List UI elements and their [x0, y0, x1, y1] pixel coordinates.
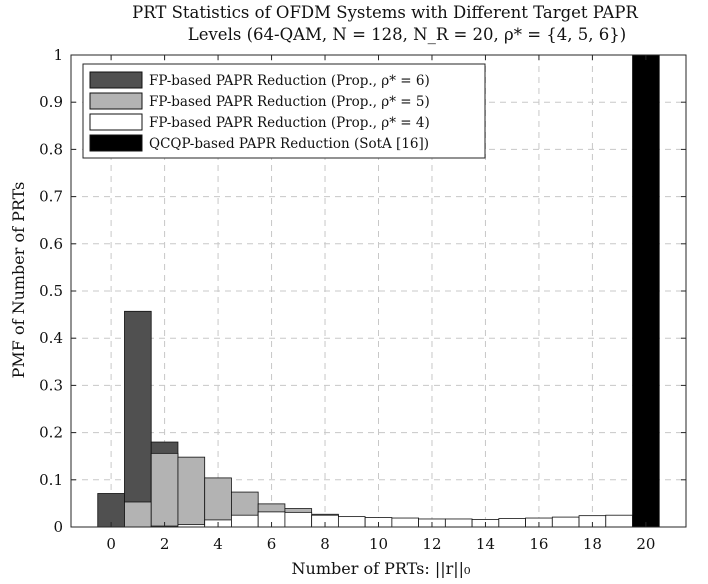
bar-series-1-x-1 [124, 310, 152, 528]
legend-entry-label: QCQP-based PAPR Reduction (SotA [16]) [149, 136, 429, 152]
y-tick-label: 0.7 [39, 188, 63, 206]
x-tick-label: 14 [476, 535, 495, 553]
legend-swatch [89, 92, 143, 110]
bar-series-2-x-1 [124, 501, 152, 528]
y-tick-label: 0.1 [39, 471, 63, 489]
legend-entry-label: FP-based PAPR Reduction (Prop., ρ* = 6) [149, 73, 430, 89]
x-tick-label: 2 [160, 535, 170, 553]
bar-series-3-x-15 [498, 518, 526, 528]
x-tick-label: 18 [583, 535, 602, 553]
legend-swatch [89, 113, 143, 131]
y-tick-label: 0.6 [39, 235, 63, 253]
bar-series-3-x-5 [231, 514, 259, 528]
bar-series-3-x-13 [444, 518, 473, 528]
legend-entry-label: FP-based PAPR Reduction (Prop., ρ* = 5) [149, 94, 430, 110]
bar-series-3-x-7 [284, 511, 313, 528]
legend-box [82, 63, 486, 159]
x-axis-label: Number of PRTs: ||r||₀ [292, 559, 471, 578]
x-tick-label: 20 [636, 535, 655, 553]
bar-series-3-x-17 [551, 516, 580, 528]
x-tick-label: 12 [422, 535, 441, 553]
chart-title-line-2: Levels (64-QAM, N = 128, N_R = 20, ρ* = … [188, 25, 626, 44]
bar-series-2-x-2 [150, 452, 179, 528]
x-tick-label: 4 [213, 535, 223, 553]
bar-series-4-x-20 [632, 54, 660, 528]
y-axis-label: PMF of Number of PRTs [9, 182, 28, 379]
y-tick-label: 0.8 [39, 140, 63, 158]
bar-series-2-x-3 [177, 456, 206, 528]
chart-title-line-1: PRT Statistics of OFDM Systems with Diff… [132, 3, 638, 22]
y-tick-label: 0.9 [39, 93, 63, 111]
bars-layer [97, 54, 660, 528]
bar-series-3-x-11 [391, 517, 420, 528]
legend: FP-based PAPR Reduction (Prop., ρ* = 6) F… [82, 63, 486, 159]
legend-entry-label: FP-based PAPR Reduction (Prop., ρ* = 4) [149, 115, 430, 131]
axis-ticks: 0 2 4 6 8 10 12 14 16 18 20 0 0.1 0.2 0.3 0.4 0.5 0.6 0.7 0… [39, 46, 686, 553]
y-tick-label: 0.2 [39, 424, 63, 442]
y-tick-label: 0.4 [39, 329, 63, 347]
bar-series-3-x-9 [337, 516, 366, 528]
bar-series-1-x-0 [97, 493, 125, 528]
x-tick-label: 8 [320, 535, 330, 553]
legend-swatch [89, 134, 143, 152]
y-tick-label: 0.5 [39, 282, 63, 300]
legend-swatch [89, 71, 143, 89]
x-tick-label: 0 [106, 535, 116, 553]
x-tick-label: 16 [529, 535, 548, 553]
bar-series-3-x-19 [605, 514, 633, 528]
x-tick-label: 10 [369, 535, 388, 553]
y-tick-label: 1 [53, 46, 63, 64]
y-tick-label: 0.3 [39, 376, 63, 394]
y-tick-label: 0 [53, 518, 63, 536]
x-tick-label: 6 [267, 535, 277, 553]
